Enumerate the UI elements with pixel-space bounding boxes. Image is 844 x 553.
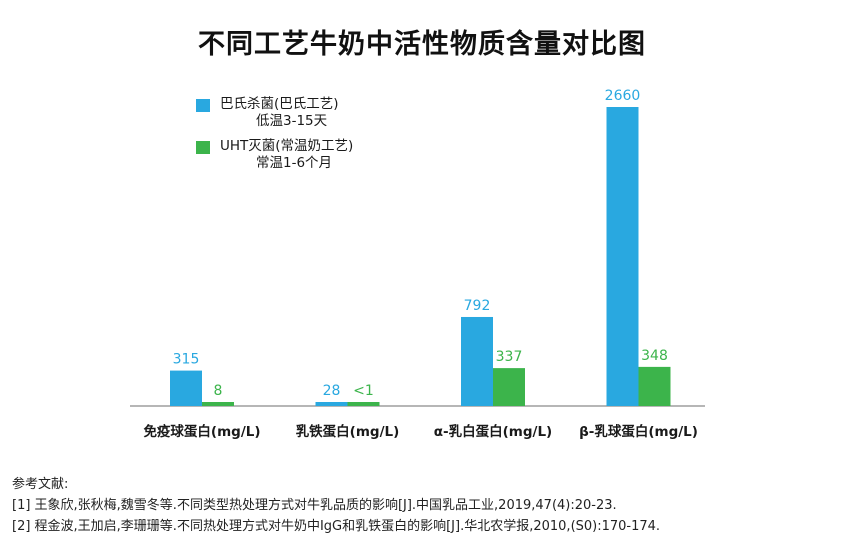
legend-label-pasteurized: 巴氏杀菌(巴氏工艺) — [220, 96, 339, 112]
data-label-series-1-category-4: 2660 — [605, 88, 641, 104]
legend-sublabel-uht: 常温1-6个月 — [256, 155, 333, 171]
data-label-series-1-category-3: 792 — [464, 298, 491, 314]
data-label-series-1-category-2: 28 — [323, 383, 341, 399]
x-tick-label-4: β-乳球蛋白(mg/L) — [579, 423, 698, 440]
x-tick-label-3: α-乳白蛋白(mg/L) — [434, 423, 552, 440]
data-label-series-1-category-1: 315 — [173, 352, 200, 368]
data-label-series-2-category-4: 348 — [641, 348, 668, 364]
x-tick-label-1: 免疫球蛋白(mg/L) — [143, 423, 260, 440]
legend-sublabel-pasteurized: 低温3-15天 — [256, 113, 328, 129]
legend-item-pasteurized: 巴氏杀菌(巴氏工艺) 低温3-15天 — [196, 96, 353, 130]
bar-series-2-category-4 — [638, 366, 671, 406]
references-heading: 参考文献: — [12, 477, 69, 492]
bar-series-1-category-2 — [315, 402, 348, 406]
chart-legend: 巴氏杀菌(巴氏工艺) 低温3-15天 UHT灭菌(常温奶工艺) 常温1-6个月 — [196, 96, 353, 180]
bar-series-1-category-3 — [461, 316, 493, 406]
chart-title: 不同工艺牛奶中活性物质含量对比图 — [198, 29, 646, 60]
legend-label-uht: UHT灭菌(常温奶工艺) — [220, 138, 354, 154]
bar-series-2-category-2 — [347, 402, 380, 406]
legend-item-uht: UHT灭菌(常温奶工艺) 常温1-6个月 — [196, 138, 353, 172]
references: 参考文献: [1] 王象欣,张秋梅,魏雪冬等.不同类型热处理方式对牛乳品质的影响… — [12, 474, 660, 537]
bar-series-2-category-3 — [493, 368, 525, 406]
reference-item-2: [2] 程金波,王加启,李珊珊等.不同热处理方式对牛奶中IgG和乳铁蛋白的影响[… — [12, 519, 661, 534]
bar-series-2-category-1 — [202, 402, 234, 406]
legend-swatch-uht — [196, 141, 210, 154]
data-label-series-2-category-2: <1 — [353, 383, 374, 399]
bar-series-1-category-4 — [606, 107, 639, 406]
legend-swatch-pasteurized — [196, 99, 210, 112]
bar-chart: 315 8 免疫球蛋白(mg/L) 28 <1 乳铁蛋白(mg/L) 792 337 α-乳白蛋… — [130, 88, 705, 440]
data-label-series-2-category-3: 337 — [496, 349, 523, 365]
bar-series-1-category-1 — [170, 370, 202, 406]
data-label-series-2-category-1: 8 — [214, 383, 223, 399]
reference-item-1: [1] 王象欣,张秋梅,魏雪冬等.不同类型热处理方式对牛乳品质的影响[J].中国… — [12, 498, 617, 513]
x-tick-label-2: 乳铁蛋白(mg/L) — [296, 423, 400, 440]
